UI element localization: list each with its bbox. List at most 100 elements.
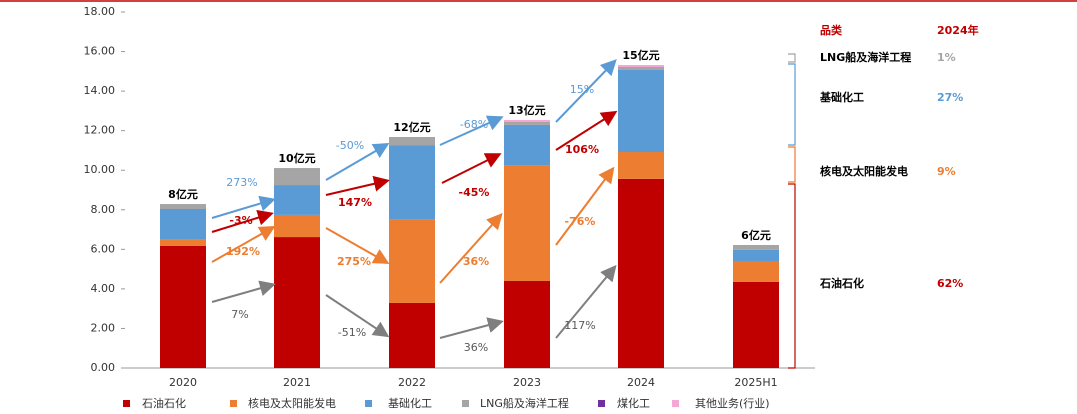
growth-arrow (325, 175, 390, 196)
legend-swatch (672, 400, 679, 407)
growth-arrow (439, 213, 503, 284)
table-category: 基础化工 (819, 90, 864, 104)
growth-arrow (555, 166, 615, 246)
growth-label: -68% (460, 118, 488, 131)
legend-label: 其他业务(行业) (695, 397, 770, 410)
y-tick-label: 6.00 (91, 242, 116, 255)
growth-label: 15% (570, 83, 594, 96)
growth-label: 275% (337, 255, 371, 268)
bar-segment (274, 237, 320, 368)
bar-segment (733, 249, 779, 262)
bar-segment (733, 244, 779, 250)
bar-segment (618, 65, 664, 67)
table-category: 核电及太阳能发电 (820, 164, 908, 178)
total-label: 8亿元 (168, 187, 198, 201)
x-tick-label: 2022 (398, 376, 426, 389)
bar-segment (389, 219, 435, 303)
legend-label: 核电及太阳能发电 (248, 396, 336, 410)
table-share: 9% (937, 165, 956, 178)
total-label: 15亿元 (622, 48, 659, 62)
bar-segment (618, 69, 664, 153)
growth-label: -50% (336, 139, 364, 152)
bar-segment (618, 152, 664, 179)
bar-segment (160, 204, 206, 209)
legend-swatch (598, 400, 605, 407)
bar-segment (389, 145, 435, 220)
y-tick-label: 10.00 (84, 163, 116, 176)
y-tick-label: 12.00 (84, 124, 116, 137)
growth-label: 36% (464, 341, 488, 354)
table-share: 62% (937, 277, 963, 290)
bar-segment (733, 261, 779, 282)
bar-segment (274, 214, 320, 238)
y-tick-label: 4.00 (91, 282, 116, 295)
growth-arrow (439, 115, 504, 146)
growth-label: -45% (459, 186, 490, 199)
growth-label: 7% (231, 308, 248, 321)
growth-label: -51% (338, 326, 366, 339)
y-tick-label: 16.00 (84, 45, 116, 58)
growth-arrow (211, 195, 276, 219)
bar-segment (160, 208, 206, 240)
x-tick-label: 2023 (513, 376, 541, 389)
growth-arrow (211, 226, 276, 263)
growth-arrow (325, 227, 390, 264)
bar-segment (618, 66, 664, 70)
x-tick-label: 2025H1 (734, 376, 777, 389)
growth-arrow (441, 153, 502, 184)
table-share: 27% (937, 91, 963, 104)
x-tick-label: 2021 (283, 376, 311, 389)
table-category: 石油石化 (819, 276, 864, 290)
legend-swatch (123, 400, 130, 407)
total-label: 13亿元 (508, 103, 545, 117)
legend-swatch (462, 400, 469, 407)
growth-arrow (325, 142, 390, 181)
bar-segment (504, 165, 550, 281)
bracket (788, 183, 796, 369)
growth-arrow (439, 317, 504, 339)
bar-segment (504, 119, 550, 122)
growth-label: 273% (226, 176, 257, 189)
legend-swatch (230, 400, 237, 407)
bar-segment (274, 168, 320, 186)
bar-segment (389, 302, 435, 368)
bar-segment (733, 281, 779, 368)
table-header: 品类 (820, 23, 843, 37)
growth-arrow (211, 280, 276, 303)
legend-label: 石油石化 (142, 396, 186, 410)
bar-segment (389, 136, 435, 146)
y-tick-label: 8.00 (91, 203, 116, 216)
bar-segment (160, 245, 206, 368)
growth-arrow (555, 264, 617, 339)
growth-label: -3% (229, 214, 252, 227)
growth-label: 117% (564, 319, 595, 332)
growth-label: 36% (463, 255, 489, 268)
bar-segment (504, 124, 550, 166)
growth-arrow (211, 209, 274, 233)
growth-label: 106% (565, 143, 599, 156)
y-tick-label: 2.00 (91, 321, 116, 334)
bracket (788, 63, 796, 146)
growth-label: -76% (565, 215, 596, 228)
legend-label: LNG船及海洋工程 (480, 396, 569, 410)
bar-segment (504, 280, 550, 368)
x-tick-label: 2020 (169, 376, 197, 389)
x-tick-label: 2024 (627, 376, 655, 389)
growth-label: 147% (338, 196, 372, 209)
total-label: 10亿元 (278, 151, 315, 165)
bar-segment (618, 178, 664, 368)
table-share: 1% (937, 51, 956, 64)
growth-arrow (555, 110, 618, 151)
bar-segment (504, 121, 550, 125)
y-tick-label: 0.00 (91, 361, 116, 374)
legend-label: 基础化工 (388, 396, 432, 410)
legend-swatch (365, 400, 372, 407)
growth-arrow (555, 59, 617, 123)
y-tick-label: 14.00 (84, 84, 116, 97)
total-label: 12亿元 (393, 120, 430, 134)
growth-label: 192% (226, 245, 260, 258)
bracket (788, 146, 796, 183)
bar-segment (160, 239, 206, 246)
legend-label: 煤化工 (617, 396, 650, 410)
